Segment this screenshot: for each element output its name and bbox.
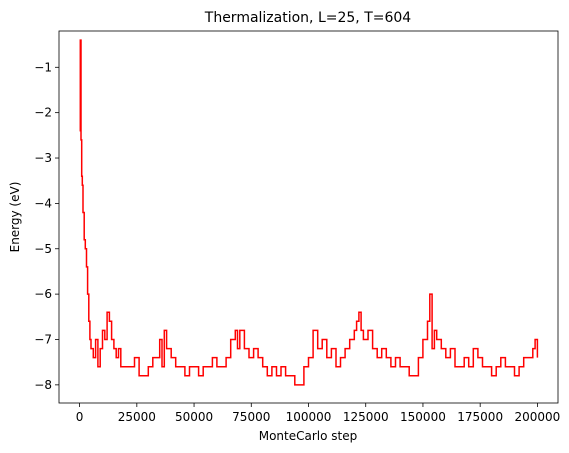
- x-tick-label: 100000: [286, 410, 332, 424]
- x-tick-label: 150000: [400, 410, 446, 424]
- series-line-0: [79, 39, 539, 386]
- y-tick-label: −5: [34, 242, 52, 256]
- y-tick-label: −3: [34, 151, 52, 165]
- y-tick-label: −2: [34, 106, 52, 120]
- x-axis: 0 25000 50000 75000 100000 125000 150000 175000…: [76, 403, 560, 424]
- series-layer: [79, 39, 539, 386]
- y-axis-label: Energy (eV): [8, 182, 22, 253]
- x-tick-label: 25000: [118, 410, 156, 424]
- x-axis-label: MonteCarlo step: [259, 429, 358, 443]
- x-tick-label: 50000: [175, 410, 213, 424]
- x-tick-label: 125000: [343, 410, 389, 424]
- y-tick-label: −4: [34, 196, 52, 210]
- x-tick-label: 175000: [457, 410, 503, 424]
- y-tick-label: −7: [34, 332, 52, 346]
- axes-frame: [58, 30, 559, 404]
- chart-title: Thermalization, L=25, T=604: [204, 10, 412, 26]
- y-tick-label: −6: [34, 287, 52, 301]
- plot-area: [58, 30, 559, 404]
- x-tick-label: 0: [76, 410, 84, 424]
- x-tick-label: 200000: [514, 410, 560, 424]
- x-tick-label: 75000: [232, 410, 270, 424]
- y-tick-label: −8: [34, 378, 52, 392]
- y-tick-label: −1: [34, 60, 52, 74]
- y-axis: −1 −2 −3 −4 −5 −6 −7 −8: [34, 60, 59, 392]
